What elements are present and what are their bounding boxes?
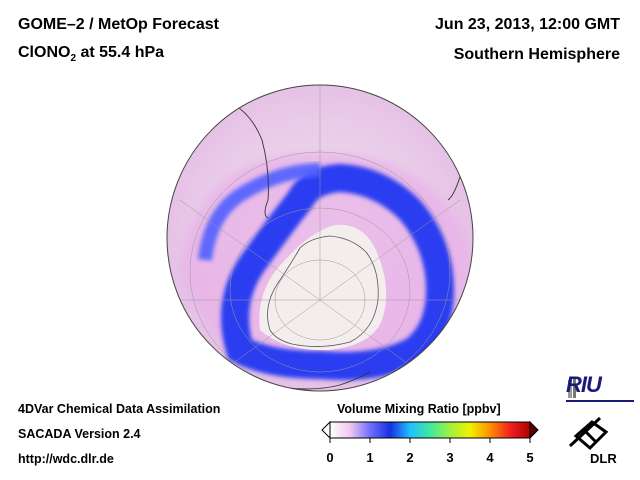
antarctica-coast — [267, 235, 379, 347]
vortex-outer-arm — [198, 163, 321, 261]
graticule — [170, 85, 470, 391]
colorbar-tick-label: 4 — [486, 450, 494, 465]
colorbar-tick-label: 3 — [446, 450, 453, 465]
species-level: at 55.4 hPa — [76, 44, 165, 61]
colorbar-tick-label: 2 — [406, 450, 413, 465]
forecast-datetime: Jun 23, 2013, 12:00 GMT — [435, 16, 620, 33]
species-subscript: 2 — [70, 53, 77, 65]
colorbar-tick-label: 1 — [366, 450, 373, 465]
colorbar-low-arrow — [321, 420, 331, 440]
colorbar-gradient — [329, 421, 531, 439]
colorbar-tick-label: 5 — [526, 450, 533, 465]
vortex-band — [221, 163, 455, 380]
colorbar-title: Volume Mixing Ratio [ppbv] — [337, 402, 501, 416]
colorbar-high-arrow — [529, 420, 539, 440]
footer-url[interactable]: http://wdc.dlr.de — [18, 452, 114, 466]
globe-outline — [166, 84, 474, 392]
region-label: Southern Hemisphere — [453, 46, 620, 63]
riu-logo-text: RIU — [566, 372, 602, 397]
dlr-logo-text: DLR — [590, 451, 617, 466]
south-america-coast — [224, 99, 269, 219]
vortex-interior — [259, 224, 387, 351]
footer-version: SACADA Version 2.4 — [18, 427, 141, 441]
species-label: ClONO2 at 55.4 hPa — [18, 44, 164, 64]
footer-method: 4DVar Chemical Data Assimilation — [18, 402, 221, 416]
colorbar-tick-label: 0 — [326, 450, 333, 465]
dlr-logo-mark — [568, 416, 609, 451]
riu-logo — [566, 378, 634, 402]
figure-title: GOME–2 / MetOp Forecast — [18, 16, 219, 33]
colorbar: 0 1 2 3 4 5 — [321, 420, 539, 465]
globe-map — [166, 84, 474, 392]
species-main: ClONO — [18, 44, 71, 61]
